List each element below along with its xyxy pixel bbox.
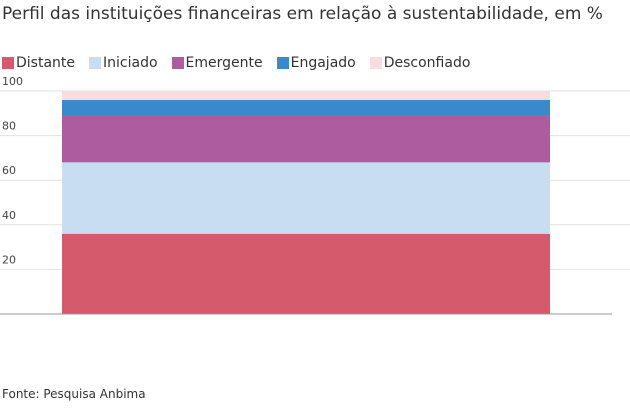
y-tick-label: 20 — [2, 253, 16, 266]
legend-swatch — [171, 57, 184, 69]
y-tick-labels: 20 40 60 80 100 — [2, 75, 23, 266]
chart-title: Perfil das instituições financeiras em r… — [2, 4, 603, 24]
y-tick-label: 60 — [2, 164, 16, 177]
legend-swatch — [276, 57, 289, 69]
legend-swatch — [369, 57, 382, 69]
legend-label: Distante — [16, 55, 76, 71]
legend-label: Emergente — [185, 55, 263, 71]
legend-label: Iniciado — [103, 55, 158, 71]
legend-item-emergente[interactable]: Emergente — [171, 55, 263, 71]
legend-swatch — [89, 57, 102, 69]
legend: Distante Iniciado Emergente Engajado Des… — [2, 55, 470, 71]
legend-item-engajado[interactable]: Engajado — [276, 55, 356, 71]
bar-segment-distante[interactable] — [62, 233, 550, 314]
legend-label: Engajado — [290, 55, 356, 71]
legend-label: Desconfiado — [383, 55, 471, 71]
bar-segment-desconfiado[interactable] — [62, 91, 550, 100]
legend-swatch — [2, 57, 14, 69]
y-tick-label: 40 — [2, 209, 16, 222]
legend-item-distante[interactable]: Distante — [2, 55, 75, 71]
bar-segment-iniciado[interactable] — [62, 162, 550, 234]
legend-item-desconfiado[interactable]: Desconfiado — [369, 55, 471, 71]
bar-segments — [62, 91, 550, 314]
bar-segment-emergente[interactable] — [62, 115, 550, 163]
source-note: Fonte: Pesquisa Anbima — [2, 387, 146, 401]
bar-segment-engajado[interactable] — [62, 99, 550, 116]
legend-item-iniciado[interactable]: Iniciado — [89, 55, 158, 71]
y-tick-label: 80 — [2, 120, 16, 133]
y-tick-label: 100 — [2, 75, 23, 88]
